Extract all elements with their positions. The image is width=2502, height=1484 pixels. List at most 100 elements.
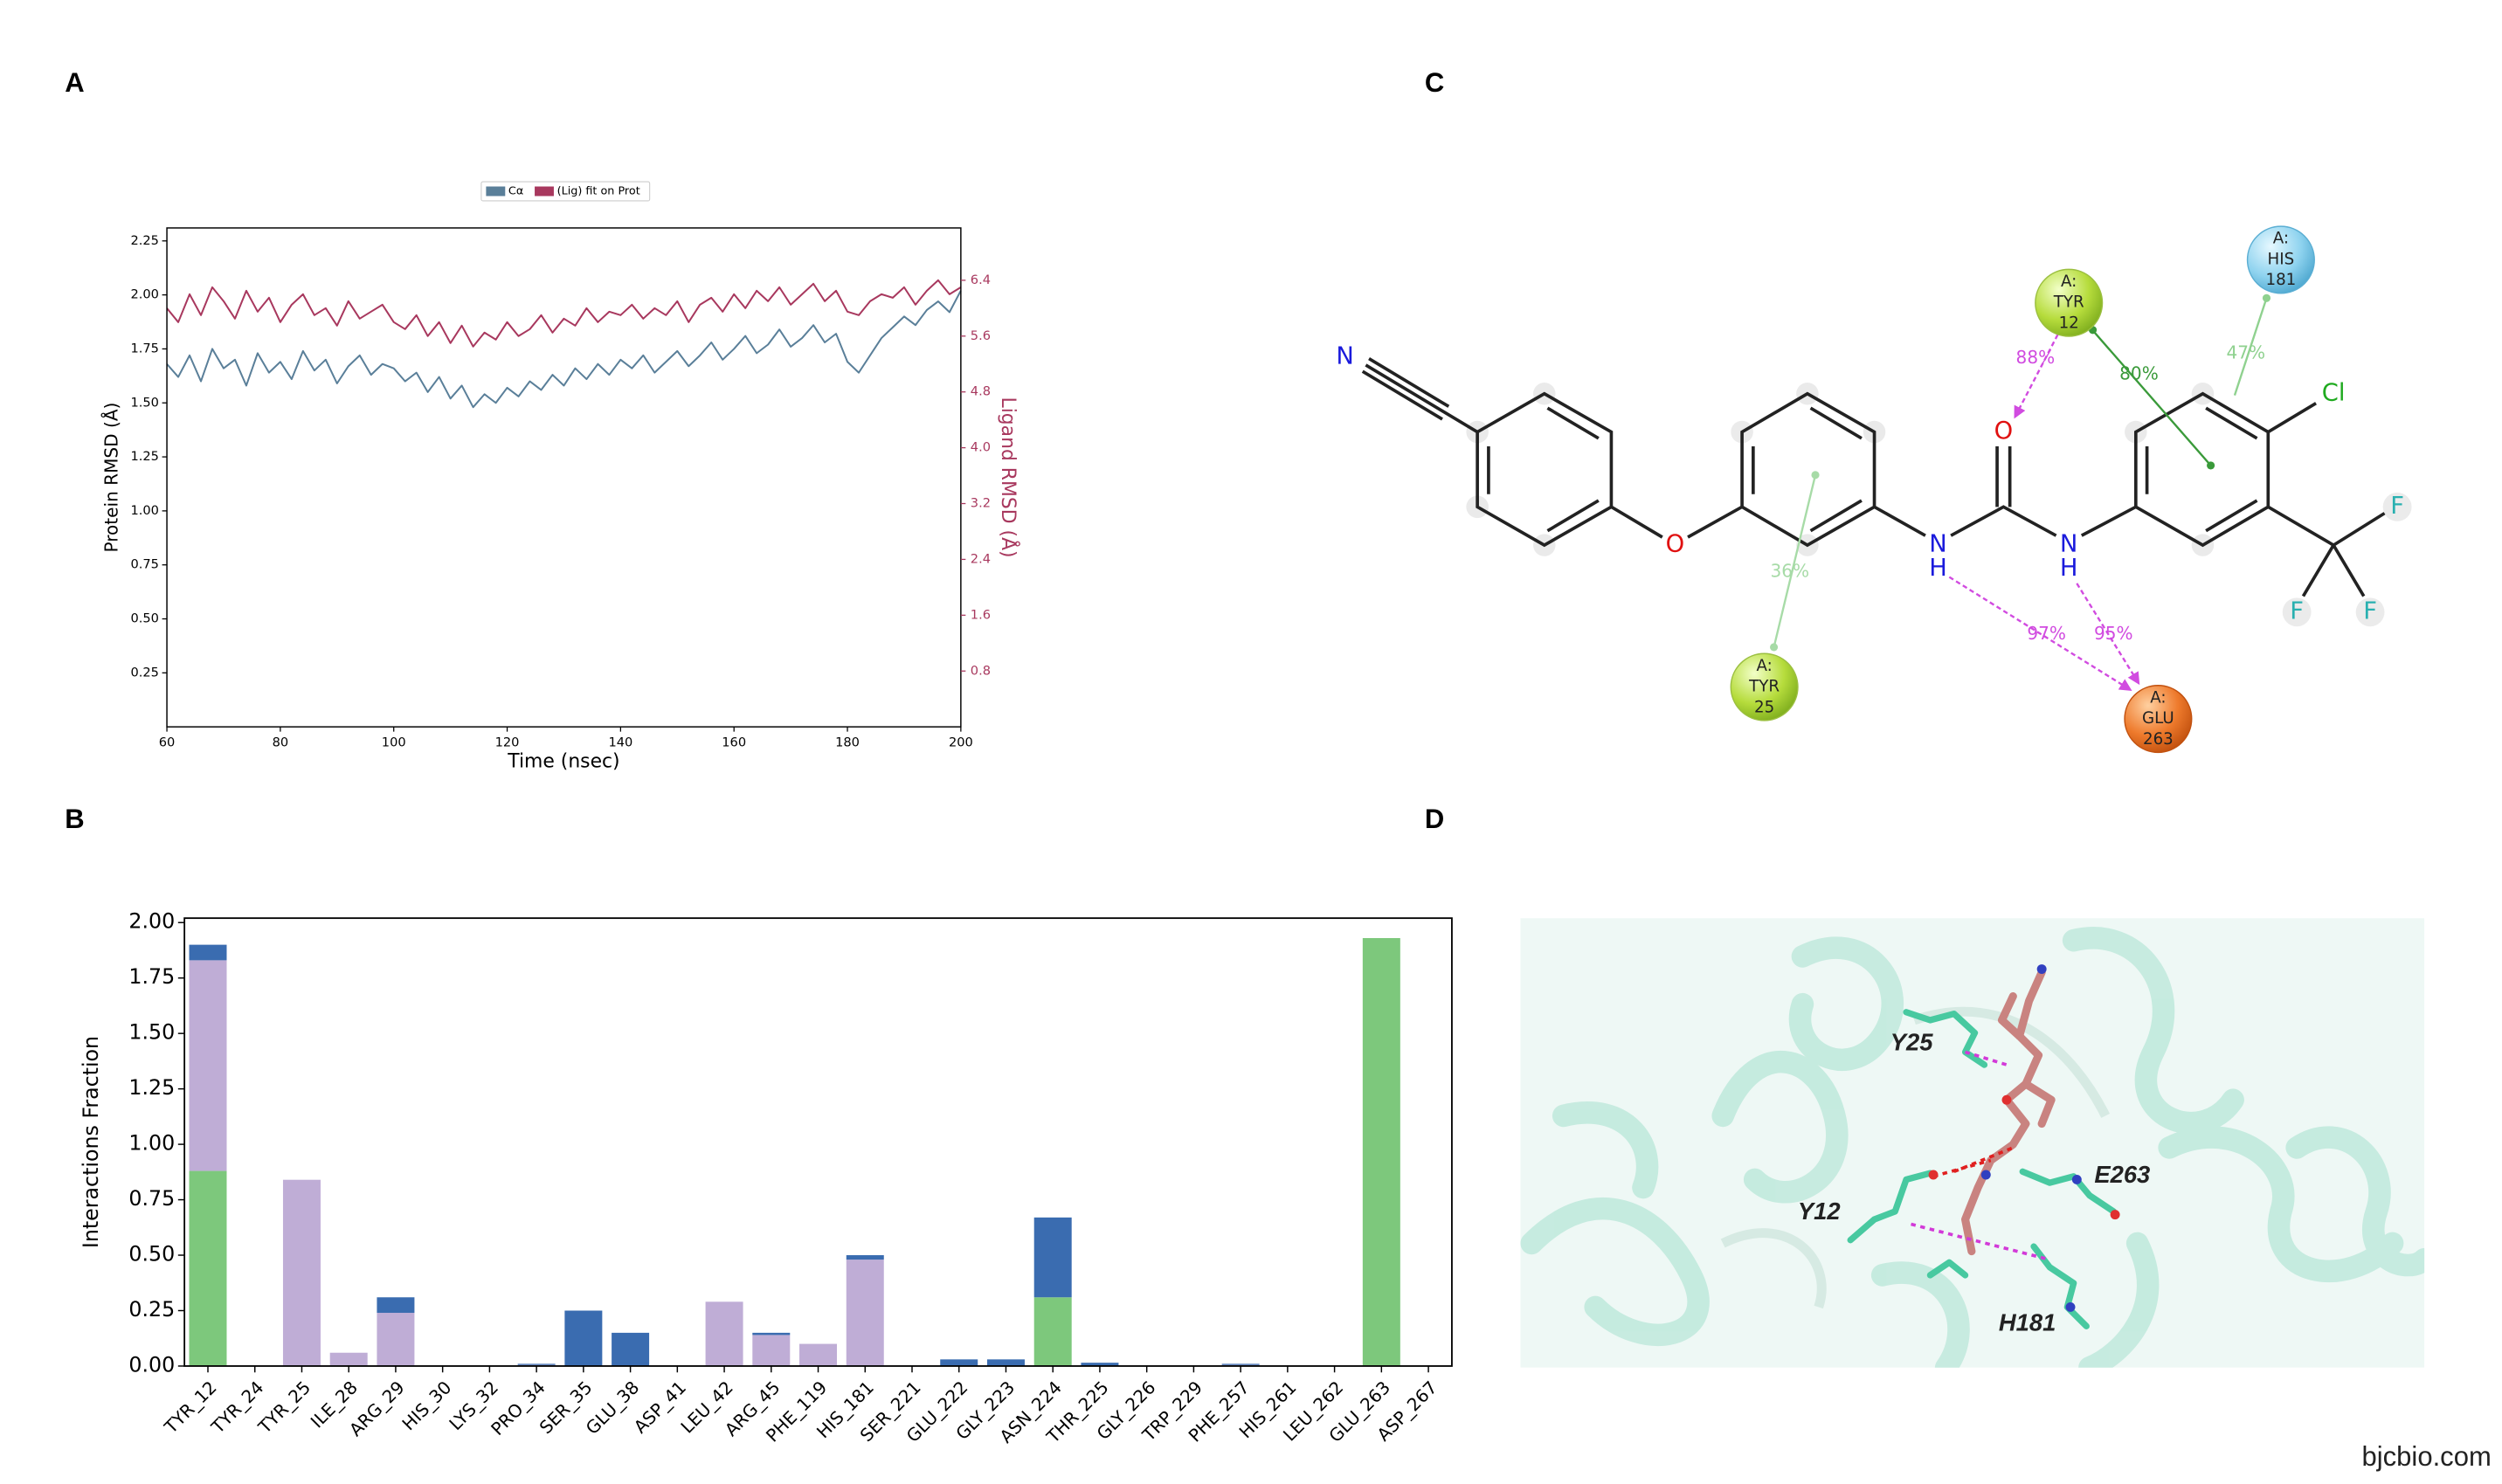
legend-label: Cα bbox=[508, 184, 523, 197]
bar-segment bbox=[1081, 1363, 1119, 1366]
residue-name: TYR bbox=[1748, 678, 1780, 696]
residue-label: Y12 bbox=[1798, 1198, 1841, 1225]
bar-segment bbox=[1221, 1363, 1260, 1365]
ring-centroid bbox=[2207, 461, 2215, 470]
watermark: bjcbio.com bbox=[2362, 1441, 2492, 1472]
x-tick-label: 200 bbox=[949, 735, 973, 749]
atom-label: N bbox=[1929, 531, 1946, 558]
pi-stacking bbox=[2089, 326, 2212, 466]
y2-tick-label: 0.8 bbox=[971, 663, 991, 678]
x-tick-label: 120 bbox=[495, 735, 520, 749]
y-tick-label: 0.25 bbox=[128, 1297, 175, 1322]
residue-number: 12 bbox=[2059, 314, 2079, 332]
bar-segment bbox=[329, 1352, 368, 1366]
interaction-label: 47% bbox=[2226, 342, 2265, 363]
y-tick-label: 1.75 bbox=[128, 964, 175, 989]
halo bbox=[1466, 382, 2412, 627]
y-tick-label: 0.50 bbox=[130, 611, 158, 626]
bar-segment bbox=[517, 1363, 556, 1365]
contact-point bbox=[2262, 293, 2271, 302]
bar-segment bbox=[189, 1170, 227, 1366]
x-tick-label: 100 bbox=[382, 735, 406, 749]
x-tick-label: 140 bbox=[608, 735, 632, 749]
plot-frame bbox=[166, 227, 962, 728]
panel-label: D bbox=[1425, 804, 1444, 834]
bond bbox=[1487, 406, 1600, 533]
y2-axis-label: Ligand RMSD (Å) bbox=[997, 397, 1020, 558]
bar-segment bbox=[940, 1359, 978, 1366]
atom-label: N bbox=[1336, 342, 1353, 369]
bar-segment bbox=[1033, 1217, 1072, 1298]
hbond bbox=[1948, 576, 2132, 692]
y-tick-label: 1.00 bbox=[130, 503, 158, 518]
plot-frame bbox=[183, 917, 1453, 1367]
residue-label: E263 bbox=[2094, 1161, 2150, 1188]
bar-segment bbox=[752, 1332, 791, 1336]
interaction-chart: TYR_12TYR_24TYR_25ILE_28ARG_29HIS_30LYS_… bbox=[79, 909, 1453, 1447]
interaction-label: 80% bbox=[2119, 362, 2159, 383]
ring bbox=[2134, 391, 2270, 548]
x-tick-label: 160 bbox=[722, 735, 746, 749]
bond bbox=[1873, 505, 2137, 537]
bar-segment bbox=[564, 1310, 603, 1366]
y-axis-label: Protein RMSD (Å) bbox=[101, 403, 122, 553]
x-tick-label: ASP_41 bbox=[630, 1377, 690, 1437]
ring-centroid bbox=[1811, 471, 1820, 480]
y-tick-label: 2.00 bbox=[128, 909, 175, 934]
y2-tick-label: 5.6 bbox=[971, 328, 991, 343]
y-tick-label: 0.50 bbox=[128, 1242, 175, 1267]
residue-node bbox=[1730, 652, 1799, 721]
legend-swatch bbox=[535, 186, 554, 197]
residue-name: GLU bbox=[2142, 709, 2174, 728]
legend-swatch bbox=[486, 186, 506, 197]
residue-number: 263 bbox=[2143, 730, 2174, 749]
pi-stacking bbox=[1773, 474, 1817, 648]
residue-name: HIS bbox=[2268, 250, 2295, 268]
y2-tick-label: 2.4 bbox=[971, 551, 991, 566]
atom-label: F bbox=[2363, 597, 2377, 625]
bond bbox=[1752, 406, 1863, 533]
residue-number: 25 bbox=[1754, 698, 1774, 716]
y-tick-label: 0.00 bbox=[128, 1352, 175, 1377]
legend-label: (Lig) fit on Prot bbox=[557, 184, 640, 197]
x-tick-label: 80 bbox=[273, 735, 289, 749]
residue-chain: A: bbox=[2150, 688, 2166, 707]
bar-segment bbox=[189, 944, 227, 961]
legend-frame bbox=[480, 181, 651, 202]
residue-name: TYR bbox=[2053, 293, 2084, 312]
y-tick-label: 1.00 bbox=[128, 1131, 175, 1156]
bar-segment bbox=[705, 1301, 743, 1366]
rmsd-chart: 0.25 0.50 0.75 1.00 1.25 1.50 1.75 2.00 2.25 0.8 1… bbox=[101, 181, 1020, 772]
legend: Cα (Lig) fit on Prot bbox=[480, 181, 651, 202]
y-tick-label: 1.25 bbox=[130, 449, 158, 464]
bar-segment bbox=[986, 1359, 1025, 1366]
residue-number: 181 bbox=[2265, 271, 2296, 289]
bond bbox=[2145, 406, 2258, 533]
y-tick-label: 1.50 bbox=[130, 395, 158, 410]
interaction-label: 97% bbox=[2027, 623, 2066, 644]
residue-node bbox=[2124, 684, 2193, 754]
bar-segment bbox=[846, 1260, 884, 1366]
ring bbox=[1476, 391, 1614, 548]
interaction-label: 95% bbox=[2094, 623, 2133, 644]
ring bbox=[1740, 391, 1876, 548]
bond bbox=[1610, 505, 1743, 539]
y-tick-label: 0.75 bbox=[128, 1186, 175, 1211]
y2-tick-label: 6.4 bbox=[971, 273, 991, 287]
atom-label: F bbox=[2390, 493, 2404, 520]
panel-label: C bbox=[1425, 67, 1444, 98]
bar-segment bbox=[1033, 1297, 1072, 1366]
residue-chain: A: bbox=[2061, 273, 2077, 291]
diagram-labels: N O N H O N H Cl F F F A: TYR 12 A: HIS … bbox=[1336, 230, 2404, 749]
bond bbox=[1995, 445, 2012, 507]
series-line bbox=[166, 290, 962, 409]
bar-segment bbox=[377, 1297, 415, 1314]
x-axis-label: Time (nsec) bbox=[507, 750, 619, 772]
y-tick-label: 1.75 bbox=[130, 341, 158, 355]
contact-point bbox=[1770, 643, 1779, 652]
bar-segment bbox=[377, 1313, 415, 1366]
residue-node bbox=[2246, 225, 2315, 294]
y-tick-label: 1.25 bbox=[128, 1075, 175, 1100]
series-line bbox=[166, 279, 962, 348]
